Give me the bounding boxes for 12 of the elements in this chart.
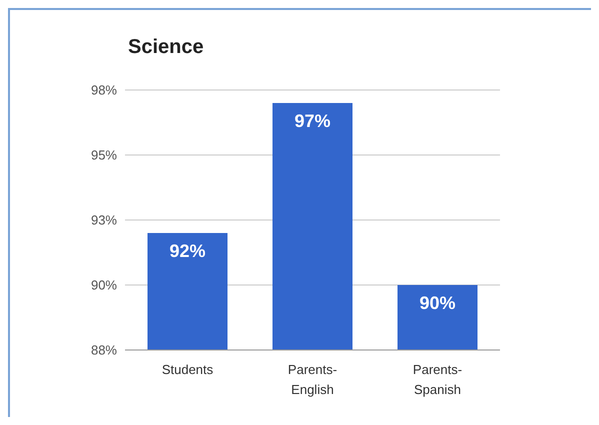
y-tick-label: 93%	[90, 212, 118, 228]
y-tick-label: 88%	[90, 342, 118, 358]
y-tick-label: 90%	[90, 278, 118, 293]
data-label: 92%	[169, 241, 206, 261]
data-label: 90%	[419, 293, 456, 313]
y-tick-label: 98%	[90, 82, 118, 98]
x-tick-label: Students	[162, 362, 214, 377]
x-tick-label: Parents-Spanish	[412, 362, 462, 397]
chart-title: Science	[128, 36, 204, 59]
data-label: 97%	[294, 111, 331, 131]
x-tick-label: Parents-English	[288, 362, 338, 397]
y-tick-label: 95%	[90, 148, 118, 163]
